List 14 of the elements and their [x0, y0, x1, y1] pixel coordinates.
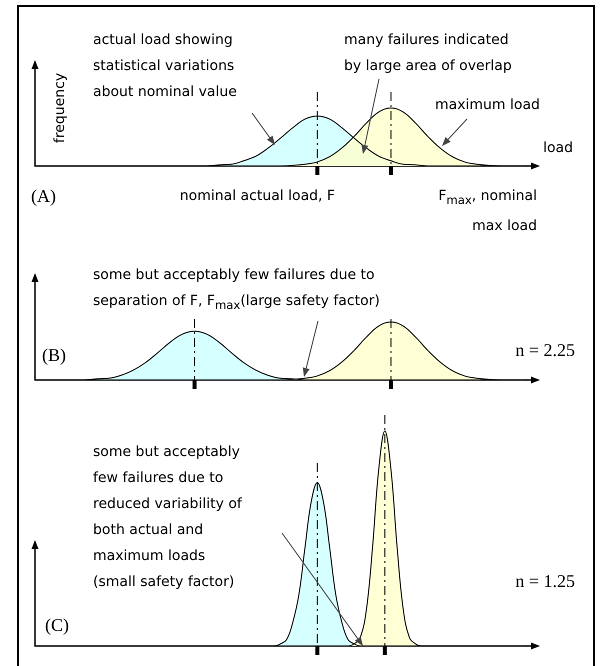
- annotation: n = 2.25: [515, 339, 575, 362]
- annotation: n = 1.25: [515, 570, 575, 593]
- y-axis-title: frequency: [51, 72, 69, 144]
- text: some but acceptably few failures due to separation of F, F$_{max}$(large safety factor): [93, 266, 380, 314]
- annotation: maximum load: [435, 96, 540, 115]
- annotation: some but acceptably few failures due to reduced variability of both actual and maximum loads (small safety factor): [93, 443, 242, 592]
- text: (A): [31, 185, 56, 208]
- x-axis-title: load: [543, 139, 573, 158]
- text: nominal actual load, F: [180, 187, 335, 206]
- text: (C): [45, 614, 69, 637]
- text: F$_{max}$, nominal max load: [438, 187, 537, 236]
- text: (B): [42, 344, 66, 367]
- text: actual load showing statistical variations about nominal value: [93, 31, 237, 102]
- text: many failures indicated by large area of overlap: [344, 31, 512, 76]
